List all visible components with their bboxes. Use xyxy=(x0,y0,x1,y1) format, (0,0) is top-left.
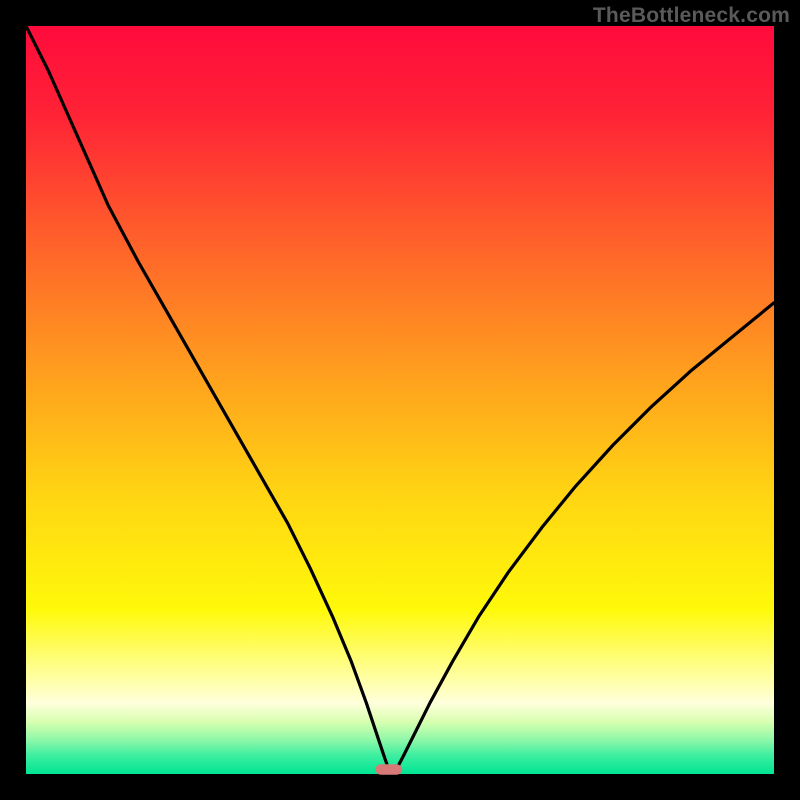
watermark-text: TheBottleneck.com xyxy=(593,4,790,28)
chart-stage: TheBottleneck.com xyxy=(0,0,800,800)
plot-background xyxy=(26,26,774,774)
bottleneck-chart xyxy=(0,0,800,800)
optimal-point-marker xyxy=(375,764,402,774)
